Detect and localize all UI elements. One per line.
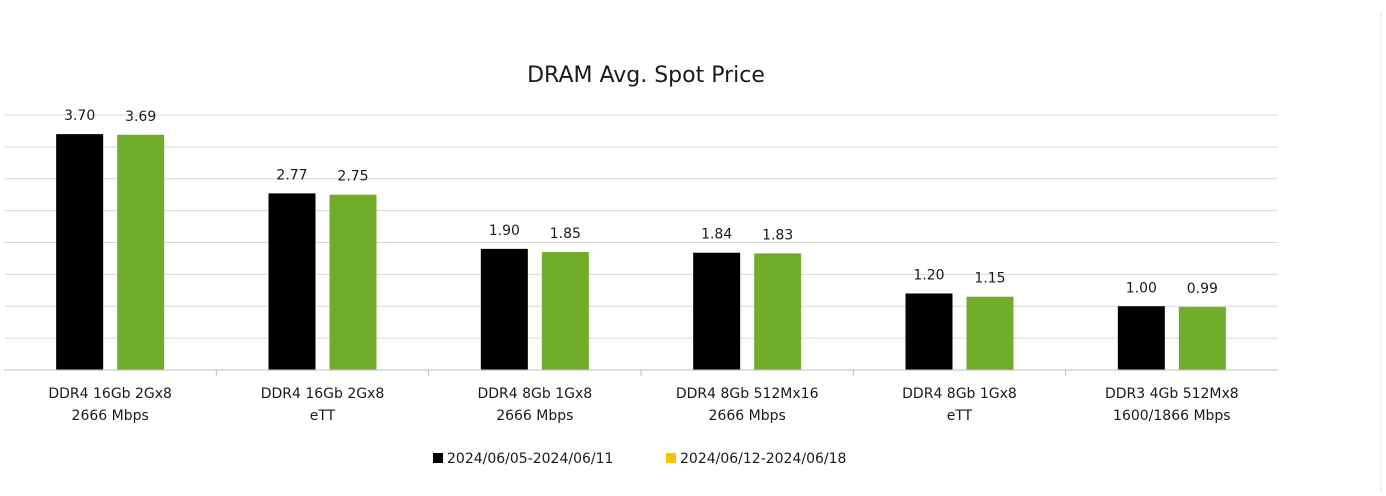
data-label: 1.85 [550,226,581,242]
data-label: 3.69 [125,109,156,125]
data-labels: 3.70 3.69 2.77 2.75 1.90 1.85 1.84 1.83 1.20 1.15… [64,108,1218,297]
data-label: 1.84 [701,227,732,243]
data-label: 2.75 [337,169,368,185]
data-label: 2.77 [276,167,307,183]
data-label: 1.15 [974,271,1005,287]
gridlines [4,114,1278,339]
legend-label: 2024/06/05-2024/06/11 [447,451,613,467]
x-axis-tick-label: 2666 Mbps [496,408,573,424]
x-axis-tick-label: 1600/1866 Mbps [1113,408,1231,424]
data-label: 0.99 [1187,281,1218,297]
bar-series-1 [268,193,316,370]
data-label: 1.20 [913,268,944,284]
x-axis-tick-label: DDR4 16Gb 2Gx8 [261,386,385,402]
bar-series-2 [1178,306,1226,370]
bar-series-2 [329,194,377,370]
bar-series-1 [56,134,104,370]
x-axis-tick-label: eTT [947,408,973,424]
bar-series-2 [117,134,165,370]
legend-label: 2024/06/12-2024/06/18 [680,451,846,467]
chart-title: DRAM Avg. Spot Price [527,63,765,88]
bar-series-1 [905,293,953,370]
bar-series-2 [966,296,1014,370]
bar-series-2 [754,253,802,370]
x-axis-tick-label: DDR4 8Gb 1Gx8 [902,386,1017,402]
x-axis-tick-label: 2666 Mbps [709,408,786,424]
x-axis-tick-label: eTT [310,408,336,424]
x-axis-tick-label: DDR4 16Gb 2Gx8 [48,386,172,402]
data-label: 3.70 [64,108,95,124]
bar-series-1 [480,248,528,370]
bar-series-1 [693,252,741,370]
legend-swatch [666,453,676,463]
legend: 2024/06/05-2024/06/11 2024/06/12-2024/06/… [433,451,846,467]
x-axis-tick-label: 2666 Mbps [72,408,149,424]
x-axis-tick-label: DDR3 4Gb 512Mx8 [1105,386,1239,402]
bar-series-1 [1117,306,1165,370]
x-axis-tick-label: DDR4 8Gb 512Mx16 [676,386,819,402]
data-label: 1.90 [489,223,520,239]
x-axis-tick-label: DDR4 8Gb 1Gx8 [477,386,592,402]
bar-series-2 [541,252,589,370]
legend-swatch [433,453,443,463]
bars [56,134,1226,370]
data-label: 1.83 [762,227,793,243]
data-label: 1.00 [1126,280,1157,296]
x-axis-tick-labels: DDR4 16Gb 2Gx8 2666 Mbps DDR4 16Gb 2Gx8 eTT… [48,370,1239,424]
